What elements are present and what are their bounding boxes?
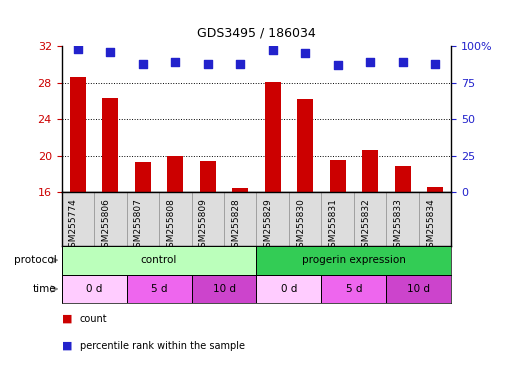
Text: time: time bbox=[33, 284, 56, 294]
Text: GSM255828: GSM255828 bbox=[231, 199, 240, 253]
Text: percentile rank within the sample: percentile rank within the sample bbox=[80, 341, 245, 351]
Text: progerin expression: progerin expression bbox=[302, 255, 406, 265]
Bar bbox=[134, 162, 151, 192]
Text: GSM255831: GSM255831 bbox=[329, 199, 338, 253]
Bar bbox=[191, 275, 256, 303]
Point bbox=[399, 59, 407, 65]
Bar bbox=[127, 275, 191, 303]
Point bbox=[139, 61, 147, 67]
Text: ■: ■ bbox=[62, 341, 72, 351]
Bar bbox=[362, 150, 378, 192]
Bar bbox=[256, 246, 451, 275]
Text: GSM255830: GSM255830 bbox=[296, 199, 305, 253]
Text: 10 d: 10 d bbox=[212, 284, 235, 294]
Point bbox=[301, 50, 309, 56]
Bar bbox=[394, 167, 411, 192]
Bar bbox=[265, 82, 281, 192]
Text: GSM255832: GSM255832 bbox=[361, 199, 370, 253]
Bar bbox=[70, 77, 86, 192]
Text: 5 d: 5 d bbox=[346, 284, 362, 294]
Text: 0 d: 0 d bbox=[281, 284, 297, 294]
Text: GSM255809: GSM255809 bbox=[199, 199, 208, 253]
Bar bbox=[329, 160, 346, 192]
Text: 10 d: 10 d bbox=[407, 284, 430, 294]
Text: GSM255834: GSM255834 bbox=[426, 199, 435, 253]
Bar bbox=[256, 275, 322, 303]
Text: GSM255806: GSM255806 bbox=[101, 199, 110, 253]
Bar bbox=[297, 99, 313, 192]
Text: GSM255774: GSM255774 bbox=[69, 199, 78, 253]
Text: GDS3495 / 186034: GDS3495 / 186034 bbox=[197, 27, 316, 40]
Bar bbox=[62, 275, 127, 303]
Point bbox=[204, 61, 212, 67]
Text: ■: ■ bbox=[62, 314, 72, 324]
Text: control: control bbox=[141, 255, 177, 265]
Bar bbox=[167, 156, 183, 192]
Point bbox=[236, 61, 244, 67]
Point bbox=[74, 46, 82, 52]
Point bbox=[431, 61, 439, 67]
Text: GSM255829: GSM255829 bbox=[264, 199, 273, 253]
Point bbox=[269, 47, 277, 53]
Point bbox=[106, 49, 114, 55]
Bar bbox=[102, 98, 119, 192]
Point bbox=[366, 59, 374, 65]
Text: count: count bbox=[80, 314, 107, 324]
Text: GSM255807: GSM255807 bbox=[134, 199, 143, 253]
Point bbox=[171, 59, 180, 65]
Text: protocol: protocol bbox=[14, 255, 56, 265]
Bar bbox=[200, 161, 216, 192]
Bar bbox=[386, 275, 451, 303]
Text: 5 d: 5 d bbox=[151, 284, 167, 294]
Bar bbox=[427, 187, 443, 192]
Text: 0 d: 0 d bbox=[86, 284, 102, 294]
Bar bbox=[232, 189, 248, 192]
Bar bbox=[322, 275, 386, 303]
Text: GSM255808: GSM255808 bbox=[166, 199, 175, 253]
Point bbox=[333, 62, 342, 68]
Bar bbox=[62, 246, 256, 275]
Text: GSM255833: GSM255833 bbox=[393, 199, 403, 253]
